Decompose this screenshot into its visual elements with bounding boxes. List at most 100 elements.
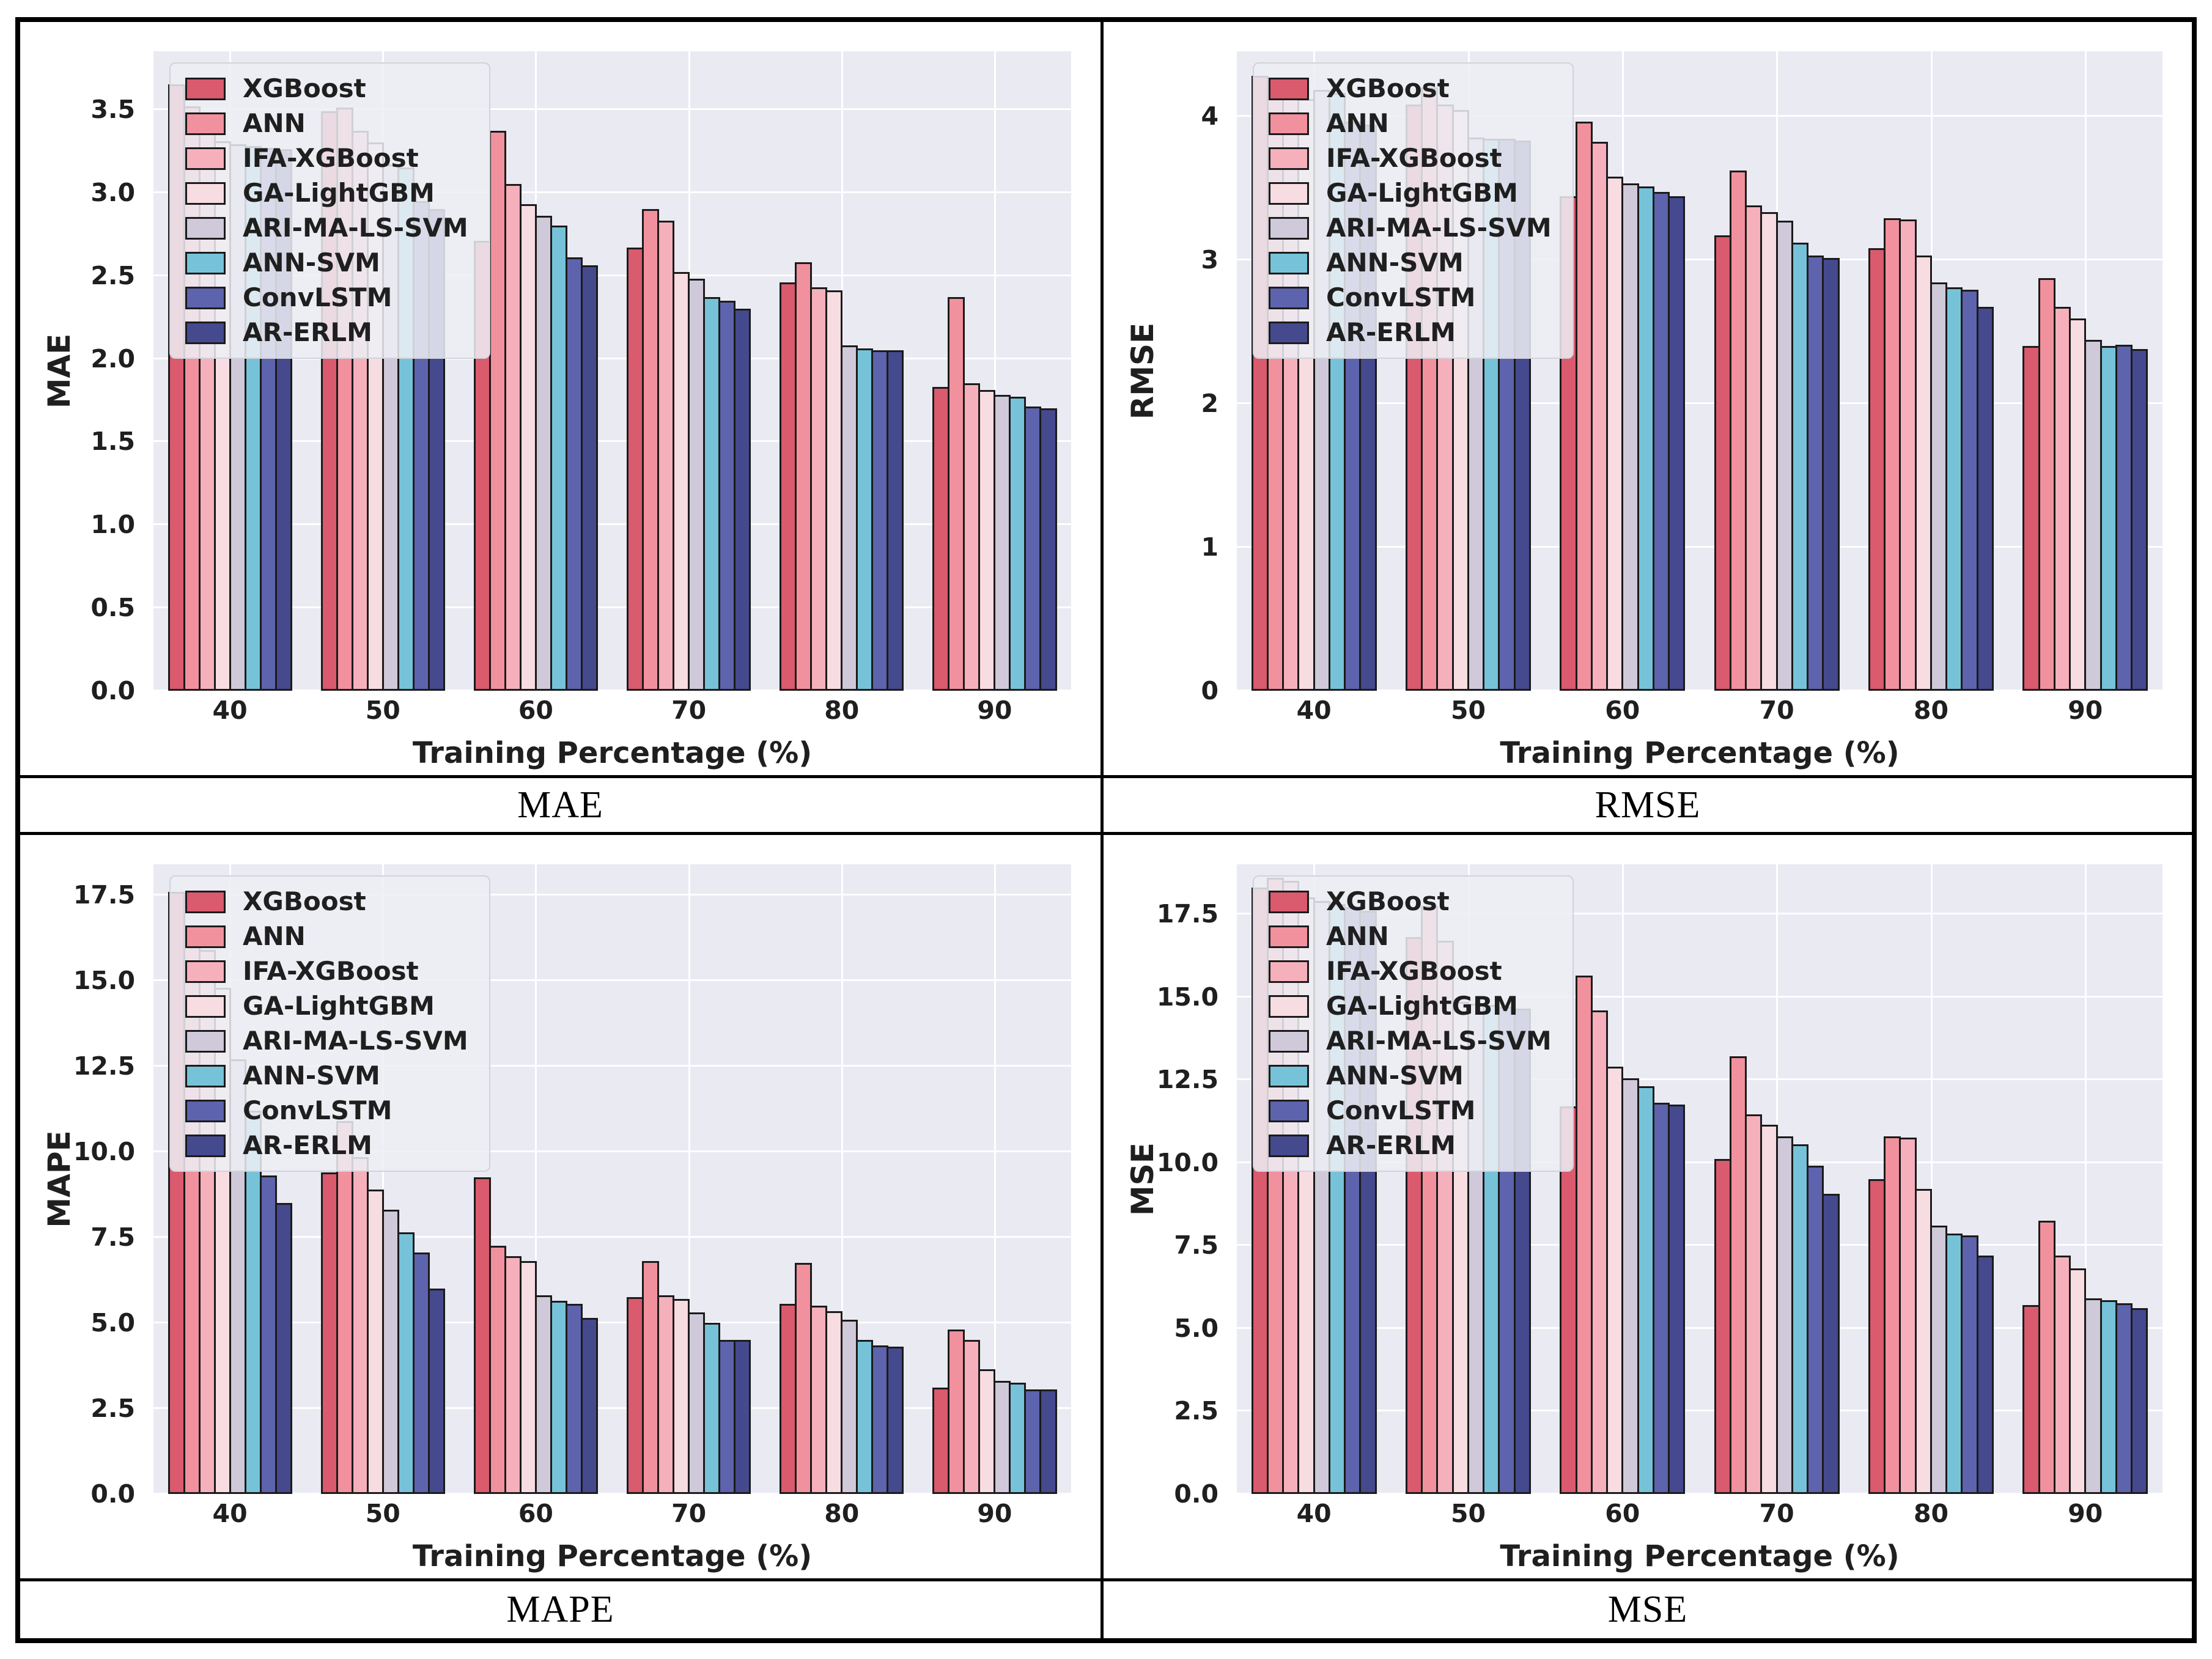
bar-ann-80 [1884,218,1901,691]
legend-item-xgboost: XGBoost [185,889,468,914]
h-gridline [153,1236,1071,1238]
bar-ar-erlm-60 [1668,1105,1686,1494]
bar-group-60 [1546,51,1700,691]
bar-convlstm-80 [1961,290,1978,691]
bar-ifa-xgboost-60 [1590,1010,1609,1494]
bar-ari-ma-ls-svm-90 [2084,340,2102,691]
bar-xgboost-90 [932,1388,950,1494]
x-tick-label: 40 [1296,1499,1332,1528]
legend-swatch-icon [1269,216,1309,240]
y-tick-label: 5.0 [90,1308,135,1338]
y-tick-label: 2.5 [90,260,135,290]
x-tick-label: 90 [2068,1499,2103,1528]
bar-ifa-xgboost-90 [2053,1255,2071,1494]
y-tick-label: 17.5 [1156,899,1218,929]
bar-ann-svm-80 [856,348,874,691]
bar-xgboost-80 [1868,248,1886,691]
chart-mape: MAPE 0.0 2.5 5.0 7.5 10.0 12.5 15.0 17.5 XGBoos… [20,835,1104,1578]
h-gridline [1237,913,2162,915]
h-gridline [153,1150,1071,1153]
legend-item-ar-erlm: AR-ERLM [185,1133,468,1158]
legend-swatch-icon [185,182,226,205]
y-tick-label: 7.5 [90,1223,135,1253]
x-tick-label: 50 [365,696,400,725]
bar-ari-ma-ls-svm-80 [841,345,858,691]
bar-ifa-xgboost-90 [2053,307,2071,691]
bar-ar-erlm-50 [427,1289,445,1494]
legend-item-convlstm: ConvLSTM [1269,285,1552,311]
bar-ar-erlm-60 [580,1317,598,1494]
legend-item-convlstm: ConvLSTM [185,285,468,311]
legend-item-ann: ANN [1269,924,1552,949]
bar-group-70 [613,51,765,691]
legend-swatch-icon [1269,960,1309,983]
bar-ga-lightgbm-80 [825,290,843,691]
bar-ann-svm-80 [856,1340,874,1494]
bar-group-90 [2008,864,2162,1494]
bar-ga-lightgbm-80 [1914,255,1932,691]
bar-group-80 [765,864,918,1494]
legend-swatch-icon [1269,286,1309,309]
bar-ann-60 [1575,122,1593,691]
legend-label: ANN [1326,108,1389,138]
legend-swatch-icon [185,960,226,983]
v-gridline [841,864,843,1494]
legend-item-ar-erlm: AR-ERLM [1269,1133,1552,1158]
legend-label: ANN-SVM [243,248,380,278]
bar-ann-svm-70 [703,1323,721,1494]
y-tick-label: 1 [1201,532,1218,562]
caption-mse: MSE [1104,1578,2192,1638]
bar-ann-80 [795,1263,813,1494]
h-gridline [153,1065,1071,1067]
y-tick-label: 10.0 [1156,1147,1218,1177]
bar-ifa-xgboost-60 [504,1256,522,1494]
h-gridline [153,690,1071,691]
legend-label: IFA-XGBoost [243,143,419,173]
legend-label: GA-LightGBM [243,178,435,208]
h-gridline [153,108,1071,111]
h-gridline [1237,114,2162,117]
x-tick-label: 70 [671,1499,707,1528]
legend-swatch-icon [1269,1134,1309,1157]
h-gridline [153,523,1071,526]
bar-ann-svm-60 [550,1300,567,1494]
bar-ifa-xgboost-50 [351,1157,369,1494]
v-gridline [994,51,996,691]
bar-ga-lightgbm-90 [978,1369,996,1494]
legend-label: AR-ERLM [243,317,372,347]
legend-item-ann: ANN [1269,111,1552,136]
y-tick-label: 17.5 [73,880,135,910]
bar-ari-ma-ls-svm-90 [2084,1298,2102,1494]
legend-item-convlstm: ConvLSTM [185,1098,468,1124]
x-axis-title-mape: Training Percentage (%) [412,1539,813,1573]
y-tick-label: 2.5 [90,1394,135,1424]
figure-table: MAE 0.0 0.5 1.0 1.5 2.0 2.5 3.0 3.5 XGBoost ANN I… [15,17,2197,1643]
bar-xgboost-90 [2022,1305,2040,1494]
y-tick-label: 12.5 [73,1051,135,1081]
bar-ann-svm-70 [1791,242,1809,691]
legend-item-ann-svm: ANN-SVM [185,1063,468,1089]
h-gridline [1237,1161,2162,1163]
y-tick-label: 4 [1201,101,1218,131]
bar-ann-70 [1729,1056,1747,1494]
bar-ifa-xgboost-90 [963,1340,981,1494]
legend-swatch-icon [185,1099,226,1122]
x-tick-label: 90 [977,696,1012,725]
h-gridline [153,1407,1071,1410]
y-tick-label: 3 [1201,245,1218,274]
x-tick-labels: 40 50 60 70 80 90 [153,1499,1071,1532]
legend-swatch-icon [1269,1029,1309,1053]
h-gridline [153,894,1071,896]
bar-ifa-xgboost-70 [657,221,675,691]
bar-convlstm-70 [718,1340,736,1494]
bar-ga-lightgbm-60 [1606,1066,1624,1494]
bar-ann-svm-90 [1009,1383,1027,1494]
bar-group-50 [306,864,459,1494]
x-tick-label: 50 [1450,696,1486,725]
bar-ann-svm-60 [550,226,567,691]
bar-ar-erlm-60 [1668,196,1686,691]
bar-ann-svm-60 [1637,186,1654,691]
legend-label: ARI-MA-LS-SVM [243,1026,468,1056]
bar-ga-lightgbm-90 [2069,318,2087,691]
